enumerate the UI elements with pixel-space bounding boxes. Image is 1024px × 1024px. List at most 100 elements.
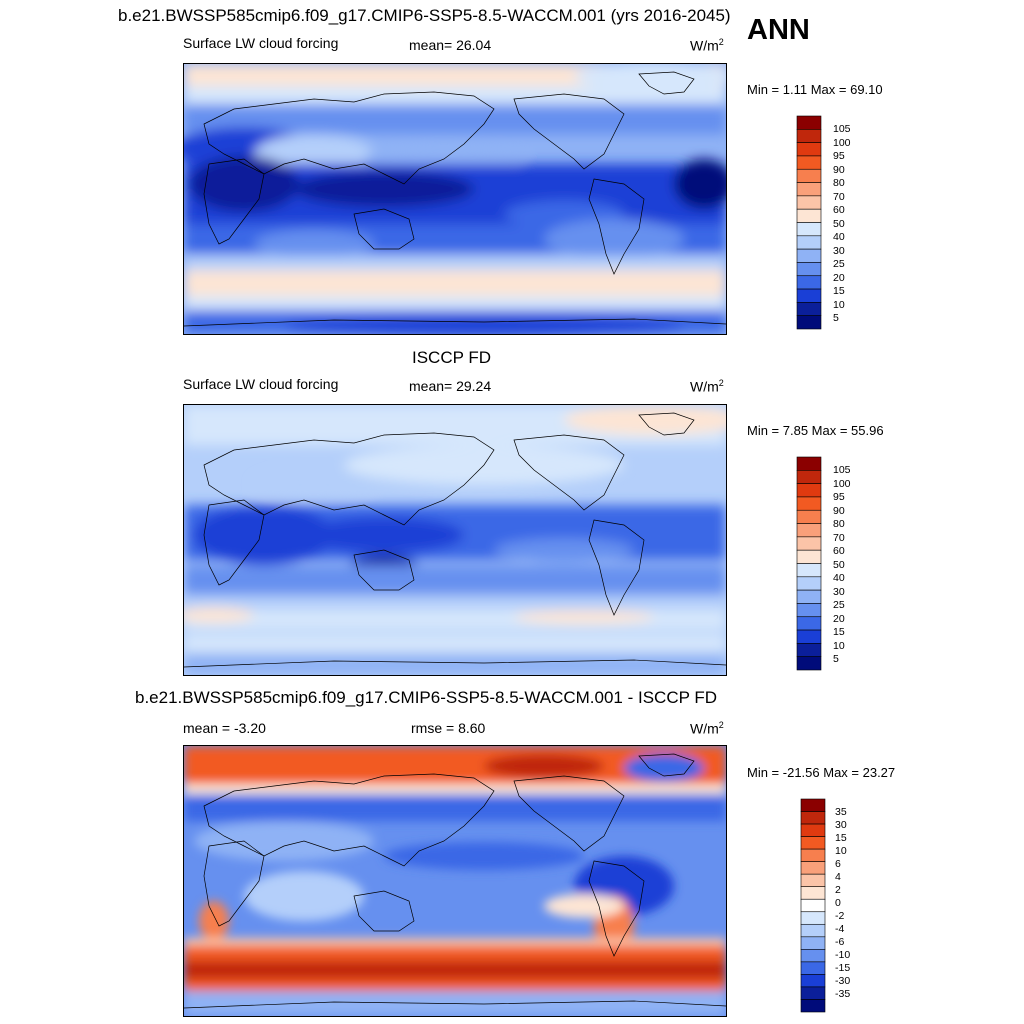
panel-1-map-plot [184,64,726,334]
panel-1-map [183,63,727,335]
panel-3-colorbar-boxes [800,798,826,1013]
panel-1-minmax: Min = 1.11 Max = 69.10 [747,82,883,97]
panel-3-rmse-label: rmse = 8.60 [411,720,486,736]
panel-1-cb-label: 15 [833,285,845,297]
colorbar-box [800,873,826,888]
panel-3-cb-label: 15 [835,832,847,844]
colorbar-box [800,836,826,850]
panel-2-cb-label: 10 [833,639,845,652]
colorbar-box [796,155,822,170]
colorbar-box [796,142,822,157]
colorbar-box [796,643,822,657]
colorbar-box [796,576,822,591]
colorbar-box [796,549,822,564]
colorbar-box [796,235,822,250]
colorbar-box [796,248,822,263]
panel-2-cb-label: 100 [833,477,851,490]
panel-1-cb-label: 100 [833,136,851,149]
panel-3-cb-label: -30 [835,975,851,987]
panel-2-mean-label: mean= 29.24 [409,378,492,394]
panel-1-mean-label: mean= 26.04 [409,37,492,53]
colorbar-box [796,656,822,671]
panel-3-cb-label: -2 [835,910,845,922]
colorbar-box [800,999,826,1013]
panel-2-cb-label: 60 [833,545,845,557]
panel-3-cb-label: -4 [835,923,845,935]
colorbar-box [796,589,822,604]
colorbar-box [796,129,822,143]
panel-3-cb-label: 4 [835,871,841,883]
panel-2-cb-label: 80 [833,518,845,530]
panel-3-cb-label: 6 [835,858,841,870]
colorbar-box [796,509,822,524]
colorbar-box [796,483,822,498]
colorbar-box [800,936,826,950]
panel-2-cb-label: 95 [833,491,845,503]
colorbar-box [800,911,826,925]
panel-2-units: W/m2 [690,378,724,395]
panel-1-variable-label: Surface LW cloud forcing [183,35,339,51]
panel-1-cb-label: 30 [833,244,845,257]
panel-3-cb-label: -10 [835,949,851,961]
colorbar-box [796,536,822,551]
colorbar-box [796,523,822,538]
panel-2-cb-label: 50 [833,558,845,571]
panel-2-cb-label: 15 [833,626,845,638]
panel-1-cb-label: 90 [833,163,845,176]
panel-2-cb-label: 90 [833,504,845,517]
colorbar-box [800,798,826,812]
colorbar-box [796,470,822,484]
colorbar-box [796,563,822,578]
panel-1-cb-label: 5 [833,312,839,324]
panel-1-cb-label: 10 [833,298,845,311]
colorbar-box [800,961,826,975]
panel-1-units: W/m2 [690,37,724,54]
colorbar-box [800,923,826,938]
colorbar-box [800,949,826,963]
panel-3-mean-label: mean = -3.20 [183,720,266,736]
colorbar-box [796,315,822,330]
panel-1-cb-label: 105 [833,123,851,135]
panel-1-colorbar [796,115,822,330]
panel-3-cb-label: 10 [835,845,847,857]
panel-2-cb-label: 5 [833,653,839,665]
panel-3-cb-label: -6 [835,936,845,948]
panel-1-title: b.e21.BWSSP585cmip6.f09_g17.CMIP6-SSP5-8… [118,6,731,25]
panel-2-cb-label: 70 [833,531,845,544]
panel-3-units: W/m2 [690,720,724,737]
panel-2-map-plot [184,405,726,675]
colorbar-box [796,302,822,316]
panel-3-map [183,745,727,1017]
panel-1-cb-label: 95 [833,150,845,162]
panel-3-title: b.e21.BWSSP585cmip6.f09_g17.CMIP6-SSP5-8… [135,688,718,707]
panel-2-cb-label: 20 [833,612,845,625]
panel-2-cb-label: 25 [833,599,845,611]
colorbar-box [796,275,822,290]
panel-2-map [183,404,727,676]
panel-2-minmax: Min = 7.85 Max = 55.96 [747,423,884,438]
colorbar-box [800,811,826,825]
colorbar-box [800,848,826,862]
colorbar-box [796,603,822,618]
colorbar-box [796,208,822,223]
panel-2-cb-label: 105 [833,464,851,476]
colorbar-box [800,886,826,900]
panel-3-cb-label: -15 [835,962,851,974]
colorbar-box [800,823,826,837]
colorbar-box [800,974,826,988]
colorbar-box [796,115,822,130]
panel-2-colorbar-boxes [796,456,822,671]
colorbar-box [796,496,822,511]
panel-3-colorbar [800,798,826,1013]
panel-2-cb-label: 30 [833,585,845,598]
panel-3-minmax: Min = -21.56 Max = 23.27 [747,765,896,780]
colorbar-box [796,262,822,277]
panel-3-cb-label: 30 [835,819,847,831]
colorbar-box [796,168,822,183]
panel-2-variable-label: Surface LW cloud forcing [183,376,339,392]
colorbar-box [796,222,822,237]
colorbar-box [796,616,822,631]
panel-1-cb-label: 20 [833,271,845,284]
colorbar-box [796,629,822,644]
colorbar-box [800,898,826,913]
